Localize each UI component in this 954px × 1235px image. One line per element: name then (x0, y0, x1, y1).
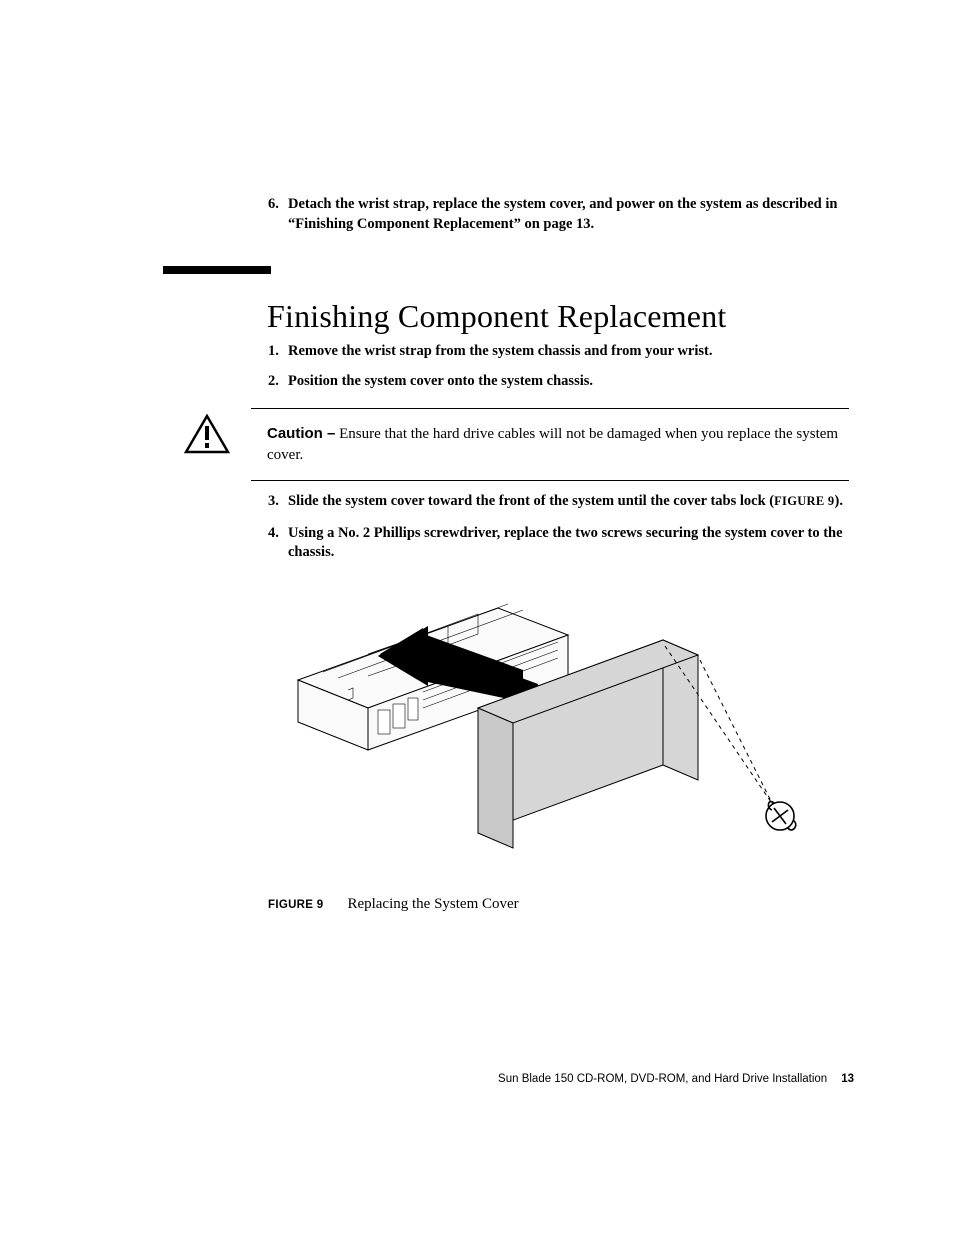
step-text-pre: Slide the system cover toward the front … (288, 493, 774, 509)
figure-title: Replacing the System Cover (347, 896, 518, 912)
figure-caption: FIGURE 9 Replacing the System Cover (268, 896, 848, 913)
step-text: Detach the wrist strap, replace the syst… (288, 195, 848, 234)
figure-ref: FIGURE 9 (774, 494, 834, 508)
footer-page-number: 13 (841, 1073, 854, 1085)
steps-block-b: 3. Slide the system cover toward the fro… (268, 492, 848, 573)
figure-label: FIGURE 9 (268, 899, 323, 911)
step-4: 4. Using a No. 2 Phillips screwdriver, r… (268, 524, 848, 563)
step-text-post: ). (834, 493, 842, 509)
steps-block-a: 1. Remove the wrist strap from the syste… (268, 342, 848, 401)
intro-step-block: 6. Detach the wrist strap, replace the s… (268, 195, 848, 244)
step-number: 6. (268, 195, 288, 234)
step-1: 1. Remove the wrist strap from the syste… (268, 342, 848, 362)
step-number: 3. (268, 492, 288, 512)
step-3: 3. Slide the system cover toward the fro… (268, 492, 848, 512)
caution-block: Caution – Ensure that the hard drive cab… (163, 408, 849, 481)
step-2: 2. Position the system cover onto the sy… (268, 372, 848, 392)
step-number: 4. (268, 524, 288, 563)
figure-illustration (268, 590, 848, 870)
figure-9: FIGURE 9 Replacing the System Cover (268, 590, 848, 913)
screw-icon (766, 802, 796, 830)
section-heading-block: Finishing Component Replacement (163, 266, 848, 335)
step-text: Position the system cover onto the syste… (288, 372, 848, 392)
step-number: 1. (268, 342, 288, 362)
step-number: 2. (268, 372, 288, 392)
step-text: Slide the system cover toward the front … (288, 492, 848, 512)
step-text: Using a No. 2 Phillips screwdriver, repl… (288, 524, 848, 563)
page-footer: Sun Blade 150 CD-ROM, DVD-ROM, and Hard … (498, 1073, 854, 1085)
caution-icon (163, 408, 251, 454)
caution-body: Caution – Ensure that the hard drive cab… (251, 408, 849, 481)
step-6: 6. Detach the wrist strap, replace the s… (268, 195, 848, 234)
section-heading: Finishing Component Replacement (267, 298, 848, 335)
footer-doc-title: Sun Blade 150 CD-ROM, DVD-ROM, and Hard … (498, 1073, 827, 1085)
caution-text: Ensure that the hard drive cables will n… (267, 426, 838, 463)
caution-label: Caution – (267, 425, 335, 442)
heading-rule (163, 266, 271, 274)
step-text: Remove the wrist strap from the system c… (288, 342, 848, 362)
